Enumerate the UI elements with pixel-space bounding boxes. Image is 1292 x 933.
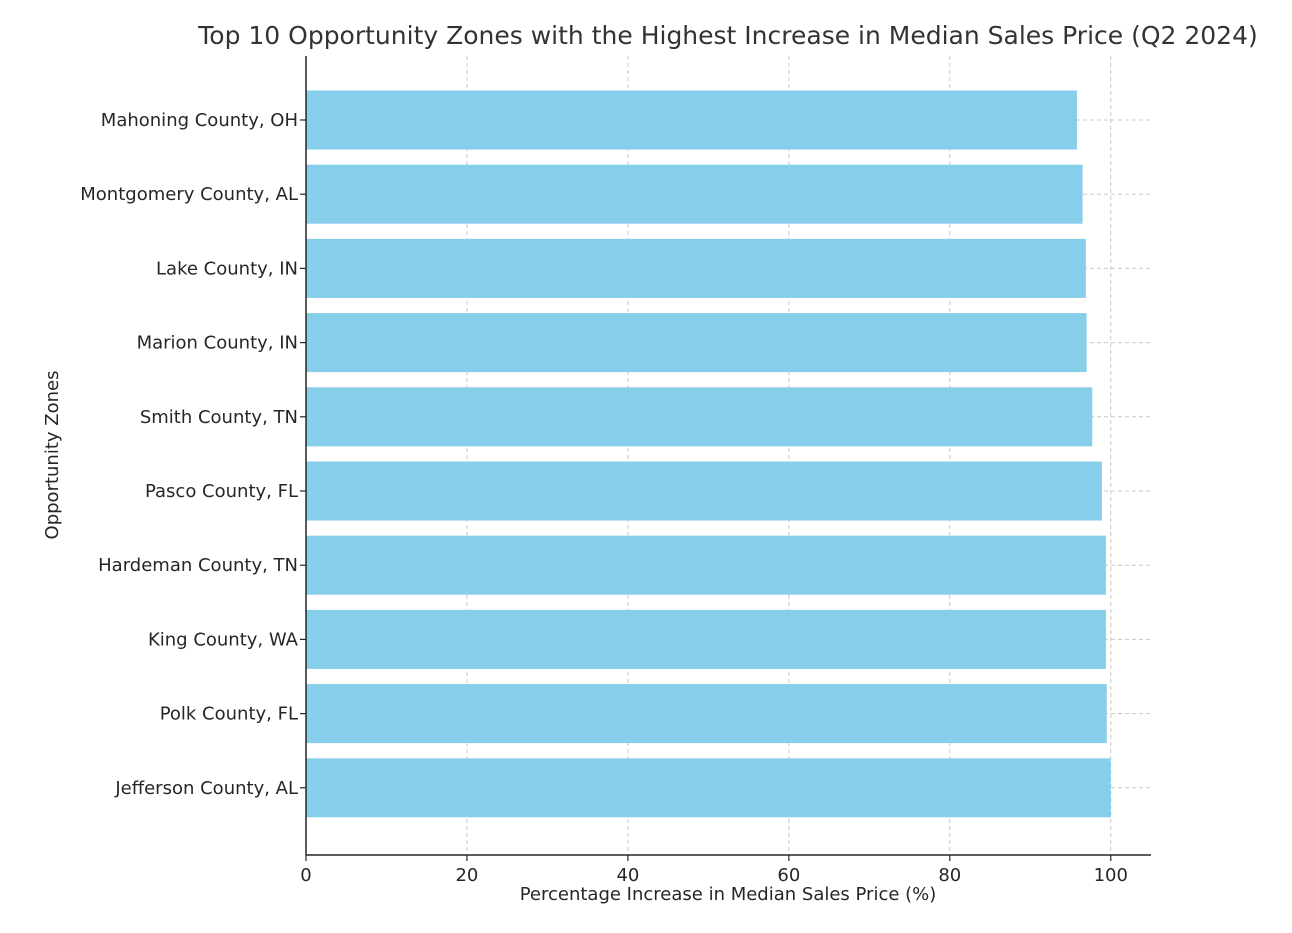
x-tick-label: 40 (616, 865, 639, 886)
y-tick-label: King County, WA (148, 629, 299, 650)
y-tick-label: Smith County, TN (140, 407, 298, 428)
y-tick-label: Polk County, FL (160, 704, 298, 725)
bar (306, 684, 1107, 744)
y-axis-label: Opportunity Zones (42, 371, 63, 540)
y-tick-label: Pasco County, FL (145, 481, 298, 502)
x-tick-label: 60 (777, 865, 800, 886)
x-tick-label: 80 (938, 865, 961, 886)
x-axis-label: Percentage Increase in Median Sales Pric… (520, 884, 937, 905)
bar (306, 758, 1111, 818)
y-tick-label: Montgomery County, AL (80, 184, 298, 205)
bar (306, 461, 1102, 521)
axes (305, 56, 1151, 856)
y-tick-label: Marion County, IN (137, 333, 298, 354)
bar (306, 535, 1106, 595)
bar (306, 90, 1077, 150)
bar (306, 164, 1083, 224)
y-tick-label: Hardeman County, TN (98, 555, 298, 576)
bar (306, 387, 1093, 447)
x-tick-label: 20 (455, 865, 478, 886)
bar (306, 238, 1086, 298)
bar (306, 313, 1087, 373)
x-tick-label: 100 (1094, 865, 1128, 886)
bar (306, 609, 1106, 669)
y-tick-label: Jefferson County, AL (114, 778, 298, 799)
tick-labels: 0 20 40 60 80 100 Mahoning County, OH Montgomer… (80, 110, 1128, 886)
y-tick-label: Mahoning County, OH (101, 110, 298, 131)
x-tick-label: 0 (300, 865, 311, 886)
y-tick-label: Lake County, IN (156, 258, 298, 279)
bars (306, 90, 1111, 818)
chart-title: Top 10 Opportunity Zones with the Highes… (197, 21, 1258, 50)
